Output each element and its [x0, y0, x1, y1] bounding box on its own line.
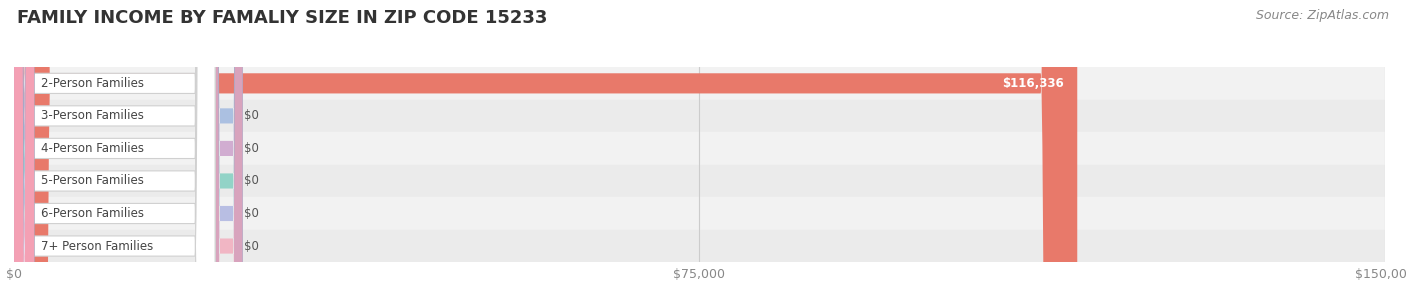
FancyBboxPatch shape	[14, 0, 215, 305]
FancyBboxPatch shape	[211, 0, 243, 305]
FancyBboxPatch shape	[211, 0, 243, 305]
FancyBboxPatch shape	[14, 0, 215, 305]
Bar	[14, 230, 1385, 262]
FancyBboxPatch shape	[14, 0, 34, 305]
FancyBboxPatch shape	[211, 0, 243, 305]
Text: 4-Person Families: 4-Person Families	[42, 142, 145, 155]
FancyBboxPatch shape	[14, 0, 1077, 305]
Text: $0: $0	[245, 239, 259, 253]
Bar	[14, 132, 1385, 165]
FancyBboxPatch shape	[14, 0, 34, 305]
Bar	[14, 197, 1385, 230]
Text: $0: $0	[245, 174, 259, 188]
Text: 6-Person Families: 6-Person Families	[42, 207, 145, 220]
Bar	[14, 67, 1385, 100]
FancyBboxPatch shape	[14, 0, 215, 305]
FancyBboxPatch shape	[14, 0, 34, 305]
Text: FAMILY INCOME BY FAMALIY SIZE IN ZIP CODE 15233: FAMILY INCOME BY FAMALIY SIZE IN ZIP COD…	[17, 9, 547, 27]
Bar	[14, 100, 1385, 132]
Text: Source: ZipAtlas.com: Source: ZipAtlas.com	[1256, 9, 1389, 22]
FancyBboxPatch shape	[211, 0, 243, 305]
FancyBboxPatch shape	[14, 0, 34, 305]
Text: 5-Person Families: 5-Person Families	[42, 174, 145, 188]
FancyBboxPatch shape	[14, 0, 215, 305]
Text: $0: $0	[245, 109, 259, 122]
Text: 7+ Person Families: 7+ Person Families	[42, 239, 153, 253]
Text: 3-Person Families: 3-Person Families	[42, 109, 145, 122]
Text: 2-Person Families: 2-Person Families	[42, 77, 145, 90]
FancyBboxPatch shape	[14, 0, 34, 305]
FancyBboxPatch shape	[211, 0, 243, 305]
Bar	[14, 165, 1385, 197]
Text: $0: $0	[245, 207, 259, 220]
FancyBboxPatch shape	[14, 0, 215, 305]
Text: $0: $0	[245, 142, 259, 155]
FancyBboxPatch shape	[14, 0, 215, 305]
Text: $116,336: $116,336	[1002, 77, 1063, 90]
FancyBboxPatch shape	[14, 0, 34, 305]
